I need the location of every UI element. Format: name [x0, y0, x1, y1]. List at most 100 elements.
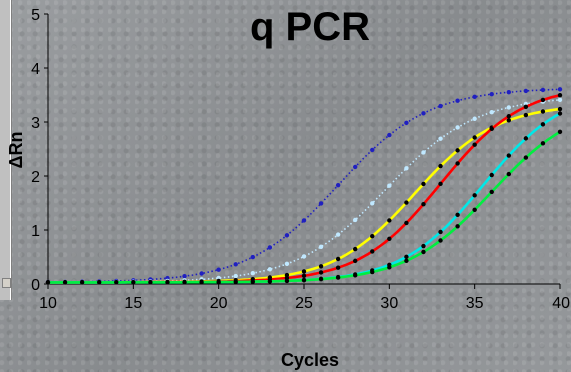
- curve-point: [387, 183, 392, 188]
- curve-point: [301, 273, 307, 278]
- curve-point: [318, 270, 324, 275]
- curve-point: [506, 90, 511, 95]
- curve-point: [455, 212, 460, 218]
- curve-point: [455, 148, 460, 153]
- curve-point: [472, 135, 477, 140]
- x-tick-label: 35: [466, 295, 484, 312]
- curve-point: [506, 171, 511, 177]
- left-window-frame: [0, 0, 12, 300]
- amplification-curves: [45, 87, 563, 285]
- curve-point: [216, 279, 221, 285]
- y-tick-label: 1: [31, 223, 40, 240]
- curve-point: [438, 229, 443, 235]
- curve-point: [489, 91, 494, 97]
- curve-point: [455, 125, 460, 130]
- curve-point: [250, 279, 255, 284]
- curve-point: [421, 181, 426, 187]
- curve-point: [233, 273, 238, 279]
- curve-point: [335, 232, 341, 237]
- x-tick-label: 20: [210, 295, 228, 312]
- curve-point: [557, 129, 563, 135]
- curve-point: [301, 277, 307, 283]
- y-tick-label: 3: [31, 115, 40, 132]
- curve-point: [455, 224, 460, 229]
- curve-point: [404, 220, 409, 226]
- curve-point: [472, 94, 477, 100]
- curve-point: [62, 280, 68, 285]
- curve-point: [421, 111, 426, 116]
- curve-point: [370, 201, 375, 206]
- y-tick-label: 0: [31, 277, 40, 294]
- curve-point: [267, 279, 273, 284]
- curve-point: [284, 261, 290, 267]
- curve-point: [472, 116, 477, 121]
- curve-point: [455, 98, 460, 103]
- curve-point: [506, 114, 511, 119]
- curve-point: [523, 104, 529, 109]
- curve-point: [438, 103, 443, 109]
- curve-point: [216, 267, 221, 272]
- curve-point: [387, 218, 392, 223]
- curve-point: [506, 105, 511, 110]
- curve-point: [523, 112, 529, 118]
- curve-point: [523, 136, 529, 141]
- resize-grip[interactable]: [2, 278, 11, 288]
- curve-point: [199, 279, 204, 285]
- curve-point: [421, 249, 426, 255]
- x-tick-label: 10: [39, 295, 57, 312]
- curve-point: [438, 238, 443, 243]
- curve-point: [540, 141, 546, 146]
- curve-point: [438, 136, 443, 141]
- curve-point: [250, 254, 255, 260]
- chart-title: q PCR: [250, 5, 370, 49]
- x-tick-label: 25: [295, 295, 313, 312]
- curve-point: [557, 92, 563, 98]
- curve-point: [489, 110, 494, 115]
- curve-point: [421, 243, 426, 249]
- y-tick-label: 2: [31, 169, 40, 186]
- curve-point: [353, 246, 358, 252]
- curve-point: [489, 189, 494, 195]
- y-tick-label: 5: [31, 7, 40, 24]
- curve-point: [489, 172, 494, 178]
- curve-point: [353, 217, 358, 223]
- curve-point: [335, 265, 341, 270]
- curve-point: [284, 233, 290, 238]
- curve-point: [540, 122, 546, 127]
- curve-point: [472, 193, 477, 198]
- curve-point: [267, 245, 273, 250]
- curve-point: [489, 126, 494, 132]
- x-axis-label: Cycles: [281, 350, 339, 370]
- curve-point: [540, 109, 546, 114]
- curve-point: [199, 271, 204, 276]
- curve-point: [45, 280, 51, 285]
- curve-point: [404, 166, 409, 171]
- curve-point: [284, 278, 290, 284]
- curve-point: [438, 163, 443, 169]
- curve-point: [421, 150, 426, 155]
- amplification-curve-2: [45, 97, 563, 285]
- curve-point: [267, 267, 273, 272]
- curve-point: [557, 111, 563, 116]
- x-tick-label: 30: [380, 295, 398, 312]
- curve-point: [233, 279, 238, 285]
- x-tick-label: 15: [124, 295, 142, 312]
- curve-point: [370, 249, 375, 254]
- curve-point: [318, 276, 324, 282]
- chart-axes: 0 1 2 3 4 5 10 15 20 25 30 35 40: [31, 7, 570, 312]
- amplification-curve-6: [45, 129, 563, 285]
- curve-point: [370, 233, 375, 239]
- curve-point: [523, 155, 529, 160]
- curve-point: [301, 218, 307, 223]
- curve-point: [370, 147, 375, 153]
- curve-point: [97, 280, 102, 285]
- curve-point: [387, 236, 392, 242]
- curve-point: [404, 120, 409, 126]
- curve-point: [506, 118, 511, 123]
- curve-point: [540, 97, 546, 103]
- curve-point: [557, 97, 563, 103]
- curve-point: [335, 182, 341, 188]
- curve-point: [131, 280, 136, 285]
- curve-point: [438, 181, 443, 187]
